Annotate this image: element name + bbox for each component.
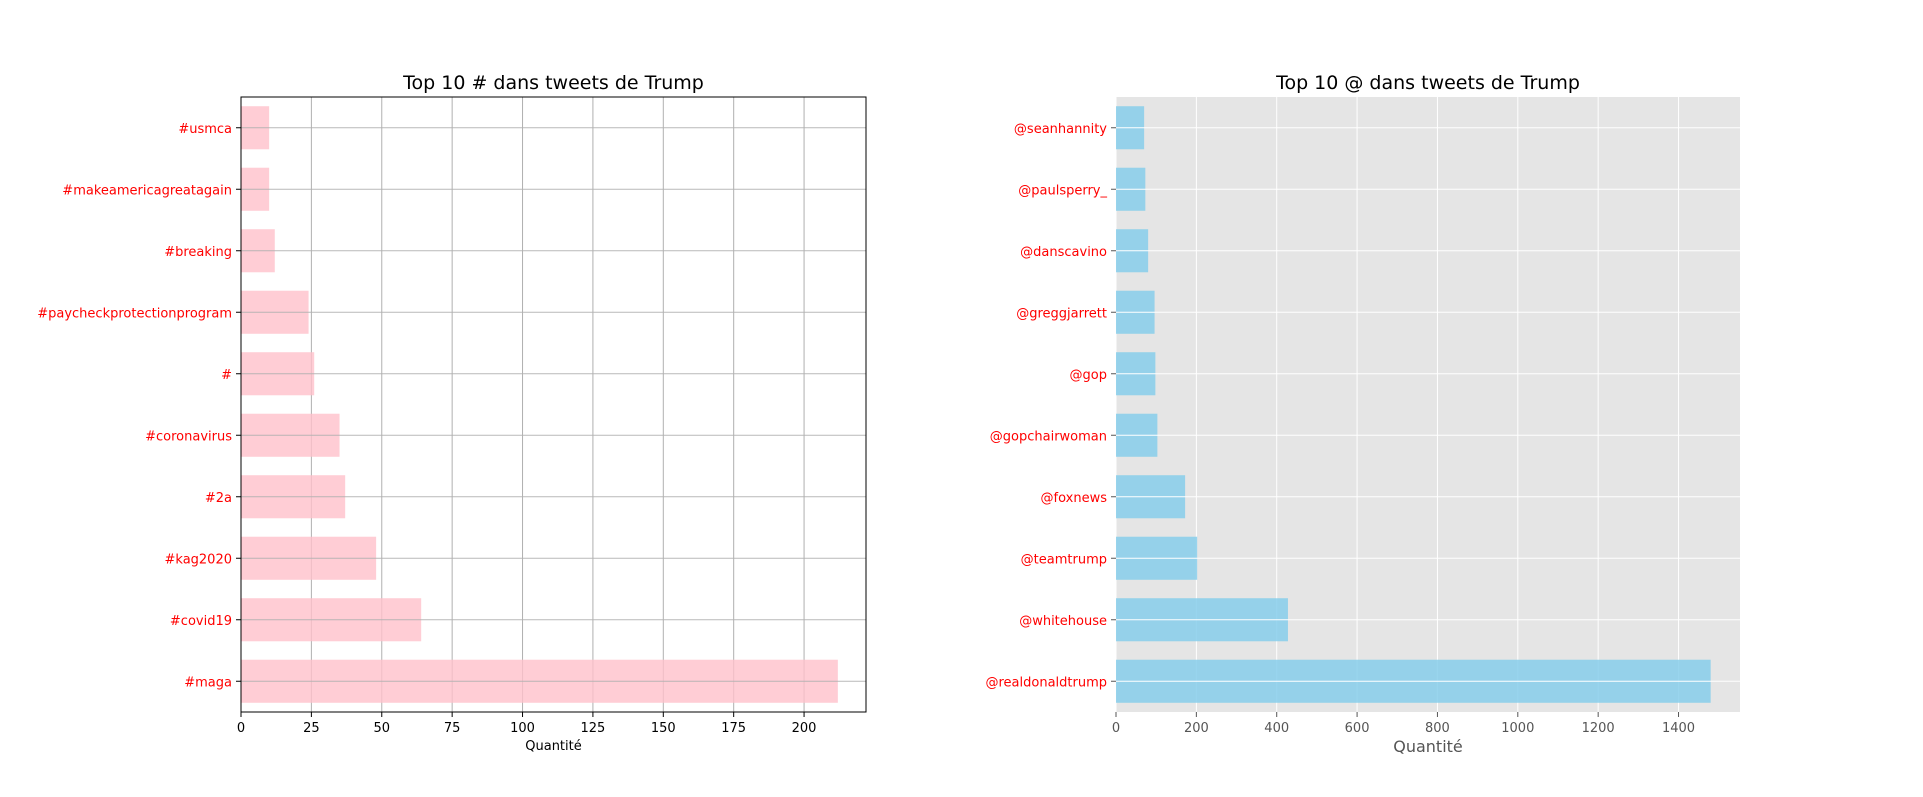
mention-y-ticks: @realdonaldtrump @whitehouse @teamtrump @fo… (985, 122, 1116, 690)
hashtag-category-label: #makeamericagreatagain (62, 183, 232, 198)
hashtag-x-tick-label: 125 (581, 721, 606, 736)
hashtag-category-label: #paycheckprotectionprogram (37, 306, 232, 321)
mention-category-label: @greggjarrett (1016, 306, 1107, 321)
hashtag-chart: 0 25 50 75 100 125 150 175 200 #maga #covid19 #kag… (37, 72, 867, 754)
hashtag-category-label: #2a (205, 491, 232, 506)
mention-category-label: @seanhannity (1014, 122, 1107, 137)
mention-chart: 0 200 400 600 800 1000 1200 1400 @realdonaldtru… (985, 72, 1740, 756)
mention-category-label: @gopchairwoman (990, 429, 1107, 444)
hashtag-plot-frame (240, 96, 867, 713)
mention-category-label: @gop (1070, 368, 1107, 383)
mention-x-tick-label: 200 (1184, 721, 1209, 736)
hashtag-category-label: #maga (184, 675, 232, 690)
hashtag-x-tick-label: 25 (303, 721, 320, 736)
mention-x-tick-label: 400 (1264, 721, 1289, 736)
hashtag-x-tick-label: 175 (721, 721, 746, 736)
hashtag-x-tick-label: 200 (792, 721, 817, 736)
mention-x-tick-label: 1000 (1501, 721, 1534, 736)
hashtag-category-label: #breaking (164, 245, 232, 260)
mention-x-tick-label: 800 (1425, 721, 1450, 736)
hashtag-category-label: #coronavirus (145, 429, 232, 444)
hashtag-y-ticks: #maga #covid19 #kag2020 #2a #coronavirus # #pa… (37, 122, 241, 690)
hashtag-x-tick-label: 75 (444, 721, 461, 736)
mention-x-tick-label: 600 (1345, 721, 1370, 736)
mention-category-label: @foxnews (1041, 491, 1108, 506)
hashtag-category-label: #kag2020 (165, 552, 233, 567)
mention-x-tick-label: 1200 (1582, 721, 1615, 736)
hashtag-x-tick-label: 150 (651, 721, 676, 736)
mention-category-label: @danscavino (1020, 245, 1107, 260)
hashtag-category-label: #covid19 (170, 614, 232, 629)
hashtag-x-tick-label: 50 (373, 721, 390, 736)
mention-category-label: @realdonaldtrump (985, 675, 1107, 690)
mention-x-tick-label: 0 (1112, 721, 1120, 736)
mention-x-axis-label: Quantité (1393, 737, 1463, 756)
hashtag-chart-title: Top 10 # dans tweets de Trump (402, 72, 704, 94)
mention-x-ticks: 0 200 400 600 800 1000 1200 1400 (1112, 712, 1695, 736)
mention-x-tick-label: 1400 (1662, 721, 1695, 736)
mention-category-label: @paulsperry_ (1018, 183, 1107, 198)
hashtag-x-ticks: 0 25 50 75 100 125 150 175 200 (237, 712, 817, 736)
hashtag-grid (240, 97, 805, 712)
hashtag-category-label: # (221, 368, 232, 383)
hashtag-category-label: #usmca (178, 122, 232, 137)
hashtag-x-tick-label: 100 (510, 721, 535, 736)
hashtag-x-tick-label: 0 (237, 721, 245, 736)
hashtag-x-axis-label: Quantité (525, 739, 581, 754)
mention-category-label: @teamtrump (1021, 552, 1107, 567)
mention-category-label: @whitehouse (1019, 614, 1107, 629)
mention-chart-title: Top 10 @ dans tweets de Trump (1275, 72, 1580, 94)
